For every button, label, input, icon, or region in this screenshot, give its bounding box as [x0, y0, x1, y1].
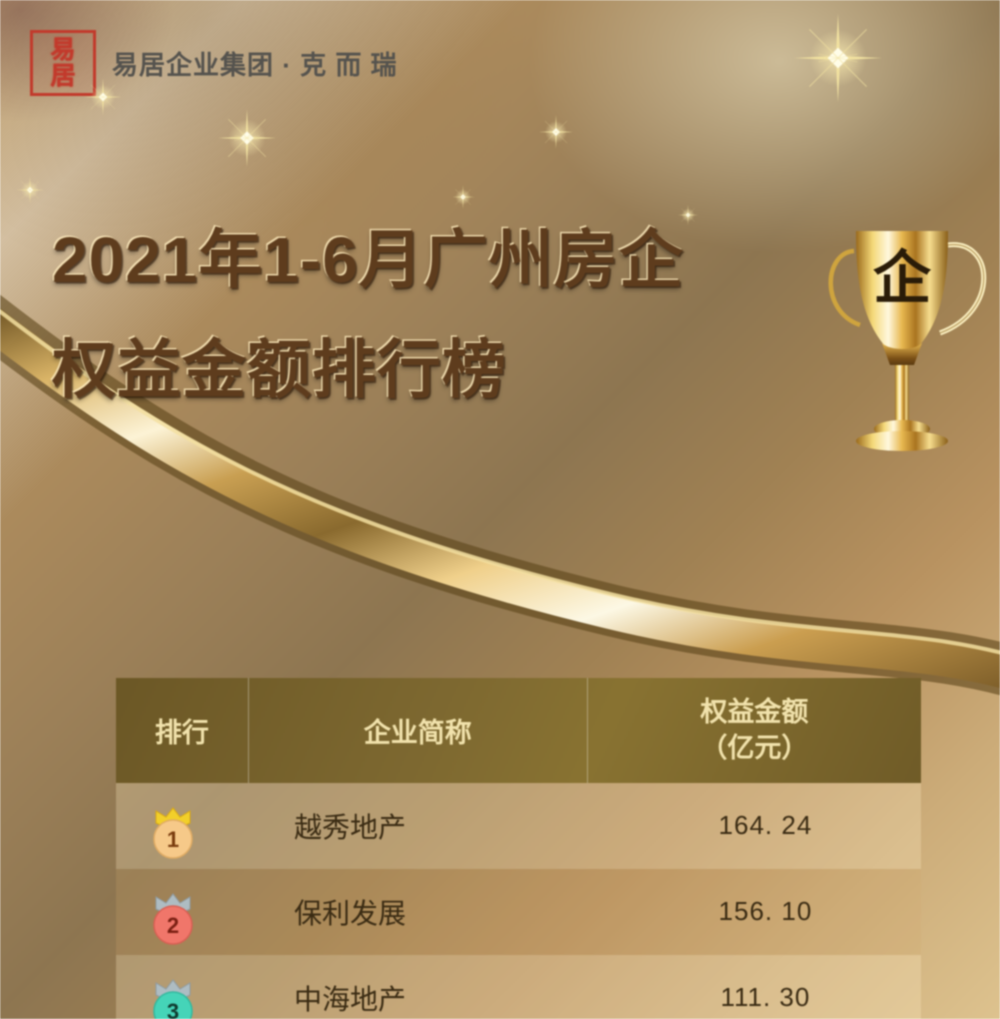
svg-text:2: 2 [167, 913, 179, 938]
svg-text:3: 3 [167, 999, 179, 1019]
svg-text:企: 企 [873, 246, 932, 311]
svg-text:1: 1 [167, 827, 179, 852]
